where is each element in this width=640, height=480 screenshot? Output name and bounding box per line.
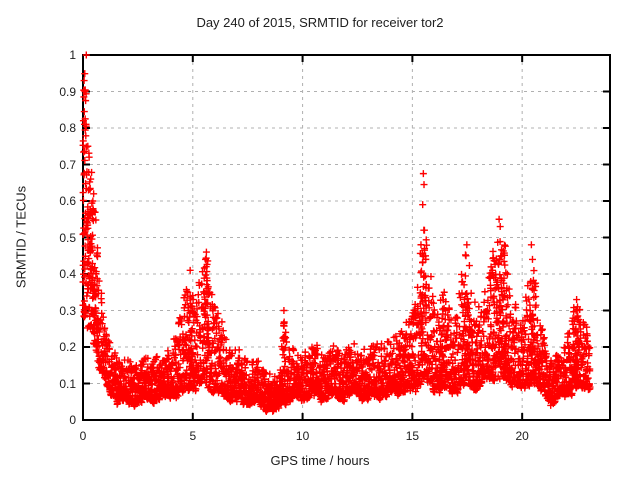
y-axis-title: SRMTID / TECUs [13,185,29,289]
x-tick-label-15: 15 [405,429,420,443]
y-tick-label-0.8: 0.8 [59,121,76,135]
x-axis-title: GPS time / hours [270,453,370,468]
y-tick-label-0.1: 0.1 [59,376,76,391]
y-tick-label-0.3: 0.3 [59,303,76,318]
y-tick-label-0.9: 0.9 [59,84,76,99]
x-tick-label-10: 10 [295,429,310,443]
x-tick-label-20: 20 [515,429,529,443]
x-tick-label-5: 5 [189,429,197,443]
chart-title: Day 240 of 2015, SRMTID for receiver tor… [196,15,444,30]
y-tick-label-1: 1 [69,48,76,62]
y-tick-label-0.7: 0.7 [59,157,76,172]
y-tick-label-0: 0 [69,413,76,427]
y-tick-label-0.6: 0.6 [59,194,76,208]
x-tick-label-0: 0 [79,429,87,443]
y-tick-label-0.2: 0.2 [59,340,76,354]
y-tick-label-0.4: 0.4 [59,267,76,281]
y-tick-label-0.5: 0.5 [59,230,76,245]
